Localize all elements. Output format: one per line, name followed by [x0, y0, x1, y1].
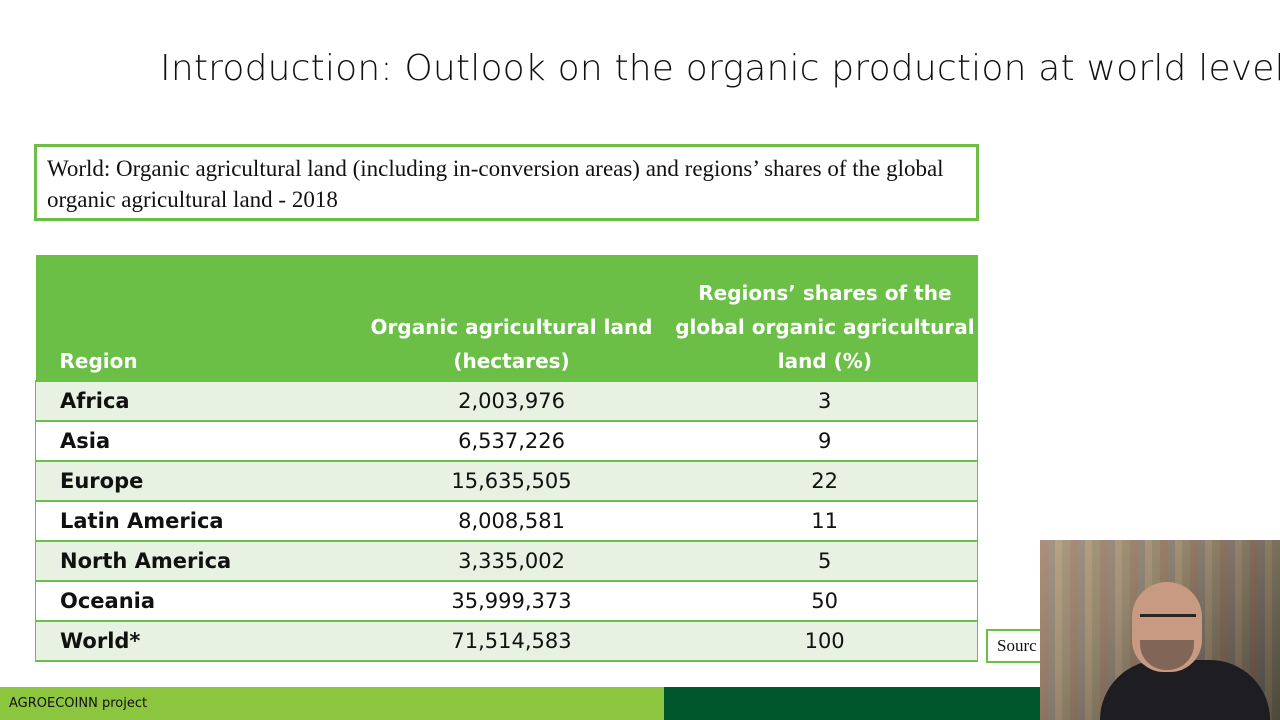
- region-cell: Asia: [60, 429, 111, 453]
- organic-land-table: Region Organic agricultural land (hectar…: [35, 255, 978, 662]
- land-cell: 71,514,583: [451, 629, 572, 653]
- region-cell: North America: [60, 549, 232, 573]
- slide-title: Introduction: Outlook on the organic pro…: [160, 48, 1280, 89]
- table-row: Europe 15,635,505 22: [35, 461, 978, 501]
- land-cell: 35,999,373: [451, 589, 572, 613]
- region-cell: Europe: [60, 469, 144, 493]
- footer-bar-left: AGROECOINN project: [0, 687, 664, 720]
- header-regions-share: Regions’ shares of the global organic ag…: [675, 281, 975, 373]
- presenter-body: [1100, 660, 1270, 720]
- region-cell: Latin America: [60, 509, 224, 533]
- footer-project-label: AGROECOINN project: [9, 696, 148, 711]
- region-cell: World*: [60, 629, 141, 653]
- glasses-icon: [1140, 614, 1196, 629]
- land-cell: 3,335,002: [458, 549, 565, 573]
- land-cell: 15,635,505: [451, 469, 572, 493]
- table-header-row: Region Organic agricultural land (hectar…: [35, 255, 978, 381]
- table-row: Oceania 35,999,373 50: [35, 581, 978, 621]
- share-cell: 50: [811, 589, 838, 613]
- webcam-video-overlay: [1040, 540, 1280, 720]
- table-row: Latin America 8,008,581 11: [35, 501, 978, 541]
- table-row: North America 3,335,002 5: [35, 541, 978, 581]
- table-row-total: World* 71,514,583 100: [35, 621, 978, 661]
- land-cell: 8,008,581: [458, 509, 565, 533]
- header-organic-land: Organic agricultural land (hectares): [370, 315, 653, 373]
- region-cell: Africa: [60, 389, 130, 413]
- share-cell: 100: [804, 629, 845, 653]
- land-cell: 2,003,976: [458, 389, 565, 413]
- header-region: Region: [59, 349, 138, 373]
- share-cell: 3: [817, 389, 832, 413]
- table-row: Africa 2,003,976 3: [35, 381, 978, 421]
- table-row: Asia 6,537,226 9: [35, 421, 978, 461]
- share-cell: 5: [817, 549, 832, 573]
- share-cell: 11: [811, 509, 838, 533]
- share-cell: 22: [811, 469, 838, 493]
- source-note-text: Sourc: [997, 636, 1037, 655]
- caption-box: World: Organic agricultural land (includ…: [34, 144, 979, 221]
- caption-text: World: Organic agricultural land (includ…: [47, 156, 944, 212]
- region-cell: Oceania: [60, 589, 156, 613]
- land-cell: 6,537,226: [458, 429, 565, 453]
- share-cell: 9: [817, 429, 832, 453]
